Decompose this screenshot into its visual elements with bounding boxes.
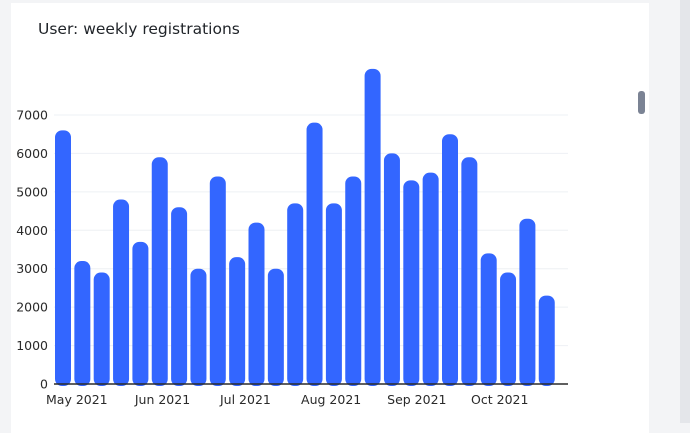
bar[interactable]: [171, 207, 188, 386]
scrollbar-thumb[interactable]: [638, 91, 645, 114]
x-tick-label: May 2021: [46, 392, 108, 407]
bar[interactable]: [93, 272, 110, 386]
y-tick-label: 7000: [16, 108, 48, 123]
y-tick-label: 3000: [16, 261, 48, 276]
x-axis: May 2021 Jun 2021 Jul 2021 Aug 2021 Sep 2021…: [46, 392, 528, 407]
bar[interactable]: [74, 261, 91, 386]
y-tick-label: 2000: [16, 300, 48, 315]
y-tick-label: 5000: [16, 184, 48, 199]
bar[interactable]: [325, 203, 342, 386]
bar[interactable]: [442, 134, 458, 386]
bar[interactable]: [422, 172, 439, 386]
bar-chart: 0 1000 2000 3000 4000 5000 6000 7000 May 2021 Ju…: [16, 68, 568, 407]
bar[interactable]: [345, 176, 362, 386]
bar[interactable]: [229, 257, 246, 386]
bar[interactable]: [403, 180, 420, 386]
bar[interactable]: [55, 130, 71, 386]
bar[interactable]: [287, 203, 304, 386]
x-tick-label: Jul 2021: [219, 392, 271, 407]
bar[interactable]: [383, 153, 400, 386]
bar[interactable]: [306, 122, 323, 386]
x-tick-label: Jun 2021: [134, 392, 190, 407]
y-tick-label: 4000: [16, 223, 48, 238]
bar[interactable]: [113, 199, 130, 386]
bar[interactable]: [538, 295, 555, 386]
y-axis: 0 1000 2000 3000 4000 5000 6000 7000: [16, 108, 48, 392]
bar[interactable]: [480, 253, 497, 386]
bar[interactable]: [132, 241, 149, 386]
bars: [54, 68, 568, 386]
x-tick-label: Sep 2021: [387, 392, 446, 407]
x-tick-label: Oct 2021: [471, 392, 528, 407]
bar[interactable]: [190, 268, 207, 386]
bar[interactable]: [519, 218, 536, 386]
page-scroll-edge: [680, 0, 690, 423]
bar[interactable]: [267, 268, 284, 386]
bar[interactable]: [151, 157, 168, 386]
chart-title: User: weekly registrations: [38, 20, 240, 38]
y-tick-label: 0: [40, 377, 48, 392]
y-tick-label: 1000: [16, 338, 48, 353]
bar[interactable]: [364, 68, 381, 386]
y-tick-label: 6000: [16, 146, 48, 161]
bar[interactable]: [461, 157, 478, 386]
bar[interactable]: [209, 176, 226, 386]
bar[interactable]: [248, 222, 265, 386]
x-tick-label: Aug 2021: [301, 392, 361, 407]
bar[interactable]: [500, 272, 517, 386]
